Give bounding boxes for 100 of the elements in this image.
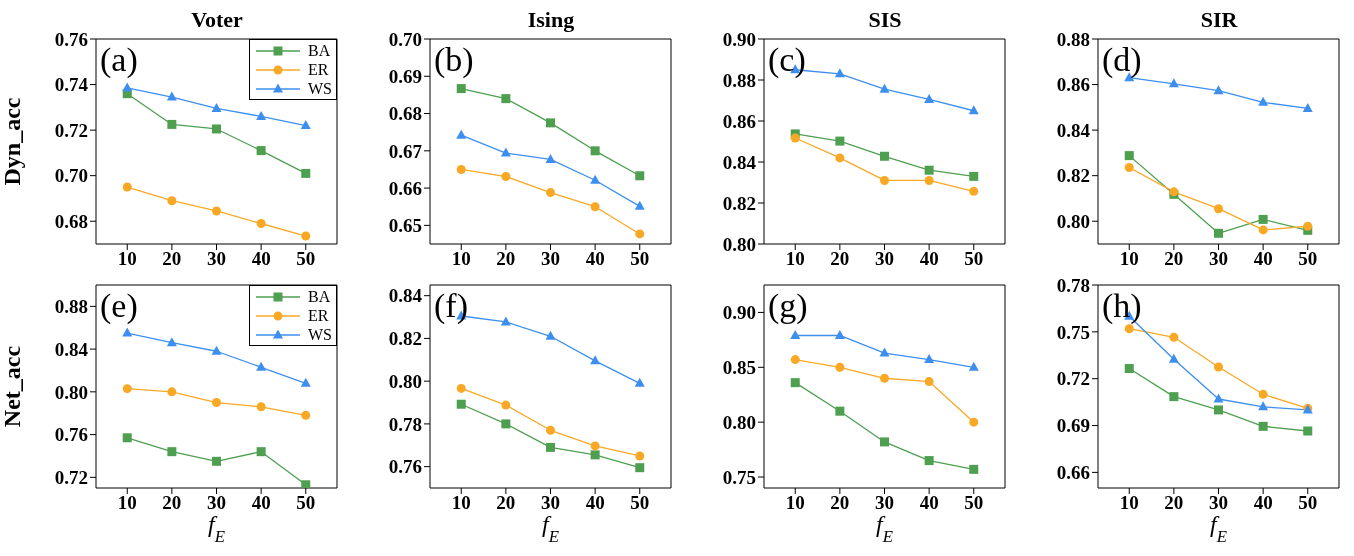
chart-title: Voter xyxy=(191,7,243,32)
x-tick-label: 50 xyxy=(630,248,650,270)
y-tick-label: 0.75 xyxy=(1056,321,1090,343)
x-tick-label: 40 xyxy=(251,492,271,514)
legend-label: WS xyxy=(308,79,332,98)
x-tick-label: 10 xyxy=(785,248,805,270)
chart-title: SIS xyxy=(868,7,902,32)
y-tick-label: 0.84 xyxy=(388,285,423,307)
annotation: (c) xyxy=(768,41,806,78)
chart-title: Ising xyxy=(527,7,575,32)
x-tick-label: 50 xyxy=(964,248,984,270)
x-tick-label: 20 xyxy=(1164,492,1184,514)
y-tick-label: 0.90 xyxy=(722,28,756,50)
y-tick-label: 0.82 xyxy=(388,328,422,350)
x-tick-label: 10 xyxy=(117,248,137,270)
x-axis-title: f$_{E}$ xyxy=(876,511,893,546)
y-tick-label: 0.66 xyxy=(1056,462,1090,484)
x-tick-label: 40 xyxy=(585,248,605,270)
x-tick-label: 10 xyxy=(451,492,471,514)
x-tick-label: 50 xyxy=(1298,248,1318,270)
legend-label: BA xyxy=(308,287,331,306)
x-tick-label: 10 xyxy=(785,492,805,514)
x-tick-label: 10 xyxy=(451,248,471,270)
y-tick-label: 0.80 xyxy=(1056,210,1090,232)
x-tick-label: 30 xyxy=(1209,248,1228,270)
y-tick-label: 0.86 xyxy=(722,110,756,132)
x-tick-label: 10 xyxy=(1119,492,1139,514)
y-tick-label: 0.84 xyxy=(722,151,757,173)
y-tick-label: 0.75 xyxy=(722,466,756,488)
y-tick-label: 0.72 xyxy=(54,119,88,141)
x-tick-label: 20 xyxy=(162,248,182,270)
annotation: (h) xyxy=(1102,287,1142,324)
x-tick-label: 50 xyxy=(1298,492,1318,514)
x-tick-label: 30 xyxy=(541,492,560,514)
x-tick-label: 20 xyxy=(496,248,516,270)
annotation: (b) xyxy=(434,41,474,78)
y-tick-label: 0.70 xyxy=(388,28,422,50)
x-axis-title: f$_{E}$ xyxy=(1210,511,1227,546)
x-tick-label: 30 xyxy=(541,248,560,270)
y-tick-label: 0.72 xyxy=(1056,368,1090,390)
y-tick-label: 0.78 xyxy=(388,413,422,435)
x-tick-label: 40 xyxy=(1253,248,1273,270)
legend-label: ER xyxy=(308,60,329,79)
y-tick-label: 0.84 xyxy=(54,338,89,360)
x-tick-label: 40 xyxy=(1253,492,1273,514)
x-tick-label: 40 xyxy=(919,248,939,270)
x-tick-label: 10 xyxy=(1119,248,1139,270)
y-tick-label: 0.70 xyxy=(54,165,88,187)
y-tick-label: 0.88 xyxy=(722,69,756,91)
x-tick-label: 20 xyxy=(496,492,516,514)
x-tick-label: 50 xyxy=(296,492,316,514)
y-tick-label: 0.85 xyxy=(722,357,756,379)
y-tick-label: 0.84 xyxy=(1056,119,1091,141)
x-tick-label: 30 xyxy=(207,248,226,270)
annotation: (g) xyxy=(768,287,808,324)
x-tick-label: 40 xyxy=(919,492,939,514)
annotation: (f) xyxy=(434,287,468,324)
y-tick-label: 0.88 xyxy=(54,296,88,318)
x-tick-label: 20 xyxy=(162,492,182,514)
x-tick-label: 40 xyxy=(251,248,271,270)
annotation: (d) xyxy=(1102,41,1142,78)
y-tick-label: 0.80 xyxy=(54,381,88,403)
x-tick-label: 50 xyxy=(630,492,650,514)
y-tick-label: 0.68 xyxy=(388,103,422,125)
y-tick-label: 0.76 xyxy=(388,456,422,478)
x-tick-label: 30 xyxy=(875,492,894,514)
x-tick-label: 50 xyxy=(296,248,316,270)
annotation: (a) xyxy=(100,41,138,78)
y-tick-label: 0.72 xyxy=(54,467,88,489)
y-tick-label: 0.65 xyxy=(388,215,422,237)
x-axis-title: f$_{E}$ xyxy=(542,511,559,546)
y-tick-label: 0.76 xyxy=(54,28,88,50)
x-tick-label: 30 xyxy=(1209,492,1228,514)
chart-title: SIR xyxy=(1200,7,1238,32)
y-tick-label: 0.90 xyxy=(722,302,756,324)
y-tick-label: 0.88 xyxy=(1056,28,1090,50)
y-tick-label: 0.66 xyxy=(388,177,422,199)
x-tick-label: 50 xyxy=(964,492,984,514)
y-tick-label: 0.68 xyxy=(54,210,88,232)
x-tick-label: 20 xyxy=(1164,248,1184,270)
y-tick-label: 0.78 xyxy=(1056,274,1090,296)
y-tick-label: 0.82 xyxy=(722,192,756,214)
x-tick-label: 20 xyxy=(830,492,850,514)
y-tick-label: 0.74 xyxy=(54,74,89,96)
x-tick-label: 30 xyxy=(207,492,226,514)
y-axis-title: Dyn_acc xyxy=(0,97,25,186)
y-tick-label: 0.82 xyxy=(1056,165,1090,187)
y-tick-label: 0.80 xyxy=(722,411,756,433)
annotation: (e) xyxy=(100,287,138,324)
y-axis-title: Net_acc xyxy=(0,345,25,428)
y-tick-label: 0.76 xyxy=(54,424,88,446)
x-tick-label: 10 xyxy=(117,492,137,514)
legend-label: WS xyxy=(308,325,332,344)
x-axis-title: f$_{E}$ xyxy=(208,511,225,546)
x-tick-label: 40 xyxy=(585,492,605,514)
legend-label: ER xyxy=(308,306,329,325)
x-tick-label: 30 xyxy=(875,248,894,270)
y-tick-label: 0.86 xyxy=(1056,74,1090,96)
y-tick-label: 0.80 xyxy=(722,233,756,255)
x-tick-label: 20 xyxy=(830,248,850,270)
